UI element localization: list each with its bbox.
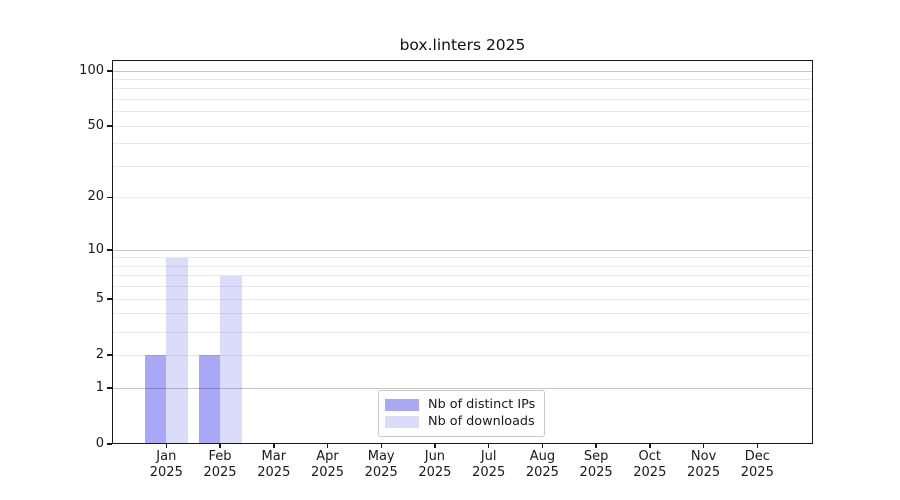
gridline-minor xyxy=(113,99,812,100)
x-tick-label: Jan 2025 xyxy=(149,449,183,480)
y-tick-label: 1 xyxy=(95,379,104,395)
x-tick-label: May 2025 xyxy=(364,449,398,480)
bar-distinct-ips-jan xyxy=(144,355,167,444)
gridline-minor xyxy=(113,88,812,90)
x-tick-mark xyxy=(434,443,436,448)
bar-downloads-feb xyxy=(220,275,242,444)
distinct-ips-swatch-icon xyxy=(385,398,419,411)
x-tick-mark xyxy=(756,443,758,448)
y-tick-mark xyxy=(107,196,112,199)
gridline-minor xyxy=(113,313,812,315)
y-tick-label: 100 xyxy=(79,62,104,78)
gridline-minor xyxy=(113,275,812,277)
gridline-minor xyxy=(113,257,812,259)
gridline-major xyxy=(113,387,812,389)
x-tick-mark xyxy=(702,443,705,448)
gridline-minor xyxy=(113,78,812,80)
y-tick-mark xyxy=(107,387,112,389)
gridline-major xyxy=(113,249,812,251)
chart-title: box.linters 2025 xyxy=(399,36,526,54)
x-tick-label: Nov 2025 xyxy=(687,449,721,480)
x-tick-mark xyxy=(595,443,597,448)
y-tick-label: 20 xyxy=(87,189,104,205)
y-tick-label: 10 xyxy=(87,241,104,257)
y-tick-mark xyxy=(107,354,112,356)
gridline-minor xyxy=(113,166,812,167)
y-tick-mark xyxy=(107,298,112,300)
y-tick-mark xyxy=(107,443,112,445)
x-tick-label: Mar 2025 xyxy=(257,449,291,480)
grid-layer xyxy=(113,61,812,444)
legend-row-distinct-ips: Nb of distinct IPs xyxy=(385,396,536,414)
x-tick-label: Feb 2025 xyxy=(203,449,237,480)
gridline-minor xyxy=(113,125,812,127)
gridline-minor xyxy=(113,331,812,333)
gridline-minor xyxy=(113,298,812,300)
x-tick-mark xyxy=(649,443,651,448)
y-tick-mark xyxy=(107,249,112,251)
legend-row-downloads: Nb of downloads xyxy=(385,414,536,432)
y-tick-label: 2 xyxy=(95,346,104,362)
x-tick-mark xyxy=(380,443,382,448)
y-tick-label: 5 xyxy=(95,290,104,306)
y-tick-label: 50 xyxy=(87,117,104,133)
x-tick-mark xyxy=(541,443,544,448)
legend-label-distinct-ips: Nb of distinct IPs xyxy=(428,396,536,412)
x-tick-label: Sep 2025 xyxy=(579,449,613,480)
legend: Nb of distinct IPs Nb of downloads xyxy=(378,390,545,437)
x-tick-label: Jun 2025 xyxy=(418,449,452,480)
downloads-swatch-icon xyxy=(385,416,419,429)
x-tick-label: Jul 2025 xyxy=(472,449,506,480)
bars-layer xyxy=(113,61,812,444)
x-tick-label: Dec 2025 xyxy=(740,449,774,480)
plot-area xyxy=(113,61,812,444)
gridline-minor xyxy=(113,143,812,145)
x-tick-label: Aug 2025 xyxy=(525,449,559,480)
x-tick-label: Oct 2025 xyxy=(633,449,667,480)
x-tick-mark xyxy=(165,443,168,448)
gridline-minor xyxy=(113,197,812,199)
y-tick-mark xyxy=(107,70,112,72)
bar-distinct-ips-feb xyxy=(198,355,220,444)
x-tick-mark xyxy=(326,443,329,448)
y-tick-mark xyxy=(107,125,112,127)
legend-label-downloads: Nb of downloads xyxy=(428,414,535,430)
x-tick-mark xyxy=(273,443,275,448)
y-tick-label: 0 xyxy=(95,435,104,451)
x-tick-mark xyxy=(219,443,221,448)
x-tick-mark xyxy=(487,443,490,448)
gridline-minor xyxy=(113,286,812,288)
gridline-major xyxy=(113,70,812,72)
gridline-minor xyxy=(113,265,812,267)
x-tick-label: Apr 2025 xyxy=(310,449,345,480)
gridline-minor xyxy=(113,111,812,113)
gridline-minor xyxy=(113,354,812,356)
bar-downloads-jan xyxy=(166,257,188,444)
